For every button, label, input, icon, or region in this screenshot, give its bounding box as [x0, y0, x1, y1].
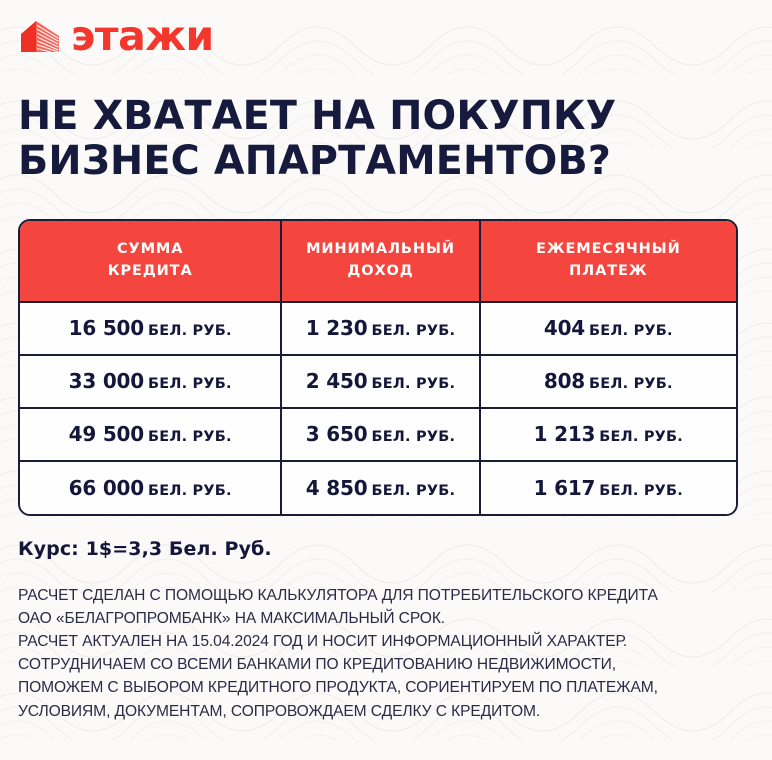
column-header-monthly-payment-line1: ЕЖЕМЕСЯЧНЫЙ — [536, 240, 681, 257]
brand-name: этажи — [71, 12, 214, 60]
currency-label: БЕЛ. РУБ. — [147, 323, 232, 340]
table-row: 16 500 БЕЛ. РУБ. 1 230 БЕЛ. РУБ. 404 БЕЛ. Р… — [20, 301, 736, 356]
cell-credit-amount: 66 000 БЕЛ. РУБ. — [20, 460, 283, 514]
column-header-credit-amount-line2: КРЕДИТА — [107, 263, 193, 280]
cell-minimum-income: 2 450 БЕЛ. РУБ. — [281, 354, 481, 409]
cell-monthly-payment: 404 БЕЛ. РУБ. — [479, 301, 736, 356]
value-credit-amount: 49 500 — [68, 422, 145, 447]
column-header-monthly-payment: ЕЖЕМЕСЯЧНЫЙ ПЛАТЕЖ — [479, 220, 736, 303]
table-row: 49 500 БЕЛ. РУБ. 3 650 БЕЛ. РУБ. 1 213 БЕЛ.… — [20, 407, 736, 462]
value-credit-amount: 66 000 — [68, 475, 145, 500]
cell-credit-amount: 33 000 БЕЛ. РУБ. — [20, 354, 283, 409]
column-header-monthly-payment-line2: ПЛАТЕЖ — [569, 263, 648, 280]
value-monthly-payment: 808 — [543, 369, 586, 394]
cell-monthly-payment: 808 БЕЛ. РУБ. — [479, 354, 736, 409]
cell-minimum-income: 1 230 БЕЛ. РУБ. — [281, 301, 481, 356]
value-monthly-payment: 404 — [543, 316, 586, 341]
currency-label: БЕЛ. РУБ. — [371, 323, 456, 340]
value-minimum-income: 1 230 — [305, 316, 368, 341]
column-header-minimum-income-line1: МИНИМАЛЬНЫЙ — [306, 240, 455, 257]
exchange-rate-note: Курс: 1$=3,3 Бел. Руб. — [18, 537, 272, 560]
cell-monthly-payment: 1 617 БЕЛ. РУБ. — [479, 460, 736, 514]
page-title: НЕ ХВАТАЕТ НА ПОКУПКУ БИЗНЕС АПАРТАМЕНТО… — [18, 94, 747, 184]
column-header-credit-amount: СУММА КРЕДИТА — [20, 220, 283, 303]
disclaimer-line-6: УСЛОВИЯМ, ДОКУМЕНТАМ, СОПРОВОЖДАЕМ СДЕЛК… — [18, 702, 541, 720]
column-header-credit-amount-line1: СУММА — [116, 240, 184, 257]
disclaimer-line-3: РАСЧЕТ АКТУАЛЕН НА 15.04.2024 ГОД И НОСИ… — [18, 633, 628, 650]
table-row: 66 000 БЕЛ. РУБ. 4 850 БЕЛ. РУБ. 1 617 БЕЛ.… — [20, 460, 736, 514]
disclaimer-line-4: СОТРУДНИЧАЕМ СО ВСЕМИ БАНКАМИ ПО КРЕДИТО… — [18, 656, 616, 674]
disclaimer-text: РАСЧЕТ СДЕЛАН С ПОМОЩЬЮ КАЛЬКУЛЯТОРА ДЛЯ… — [18, 584, 754, 723]
column-header-minimum-income-line2: ДОХОД — [347, 263, 414, 280]
column-header-minimum-income: МИНИМАЛЬНЫЙ ДОХОД — [281, 220, 481, 303]
disclaimer-line-1: РАСЧЕТ СДЕЛАН С ПОМОЩЬЮ КАЛЬКУЛЯТОРА ДЛЯ… — [18, 586, 658, 604]
currency-label: БЕЛ. РУБ. — [147, 429, 232, 446]
currency-label: БЕЛ. РУБ. — [371, 429, 456, 446]
currency-label: БЕЛ. РУБ. — [147, 376, 232, 393]
table-header-row: СУММА КРЕДИТА МИНИМАЛЬНЫЙ ДОХОД ЕЖЕМЕСЯЧ… — [20, 220, 736, 303]
value-credit-amount: 16 500 — [68, 316, 145, 341]
currency-label: БЕЛ. РУБ. — [589, 323, 673, 340]
currency-label: БЕЛ. РУБ. — [371, 376, 456, 393]
currency-label: БЕЛ. РУБ. — [599, 429, 684, 446]
disclaimer-line-2: ОАО «БЕЛАГРОПРОМБАНК» НА МАКСИМАЛЬНЫЙ СР… — [18, 609, 446, 627]
headline-line-2: БИЗНЕС АПАРТАМЕНТОВ? — [18, 137, 612, 184]
value-minimum-income: 3 650 — [305, 422, 368, 447]
building-logo-icon — [21, 20, 59, 53]
currency-label: БЕЛ. РУБ. — [589, 376, 673, 393]
currency-label: БЕЛ. РУБ. — [599, 482, 684, 499]
value-credit-amount: 33 000 — [68, 369, 145, 394]
cell-credit-amount: 16 500 БЕЛ. РУБ. — [20, 301, 283, 356]
credit-calculator-table: СУММА КРЕДИТА МИНИМАЛЬНЫЙ ДОХОД ЕЖЕМЕСЯЧ… — [18, 218, 738, 516]
value-monthly-payment: 1 617 — [533, 475, 596, 500]
brand-logo[interactable]: этажи — [18, 0, 754, 62]
headline-line-1: НЕ ХВАТАЕТ НА ПОКУПКУ — [18, 93, 617, 139]
value-monthly-payment: 1 213 — [533, 422, 596, 447]
cell-credit-amount: 49 500 БЕЛ. РУБ. — [20, 407, 283, 462]
cell-minimum-income: 3 650 БЕЛ. РУБ. — [281, 407, 481, 462]
value-minimum-income: 2 450 — [305, 369, 368, 394]
table-row: 33 000 БЕЛ. РУБ. 2 450 БЕЛ. РУБ. 808 БЕЛ. Р… — [20, 354, 736, 409]
value-minimum-income: 4 850 — [305, 475, 368, 500]
cell-monthly-payment: 1 213 БЕЛ. РУБ. — [479, 407, 736, 462]
disclaimer-line-5: ПОМОЖЕМ С ВЫБОРОМ КРЕДИТНОГО ПРОДУКТА, С… — [18, 679, 658, 697]
cell-minimum-income: 4 850 БЕЛ. РУБ. — [281, 460, 481, 514]
currency-label: БЕЛ. РУБ. — [371, 482, 456, 499]
currency-label: БЕЛ. РУБ. — [147, 482, 232, 499]
